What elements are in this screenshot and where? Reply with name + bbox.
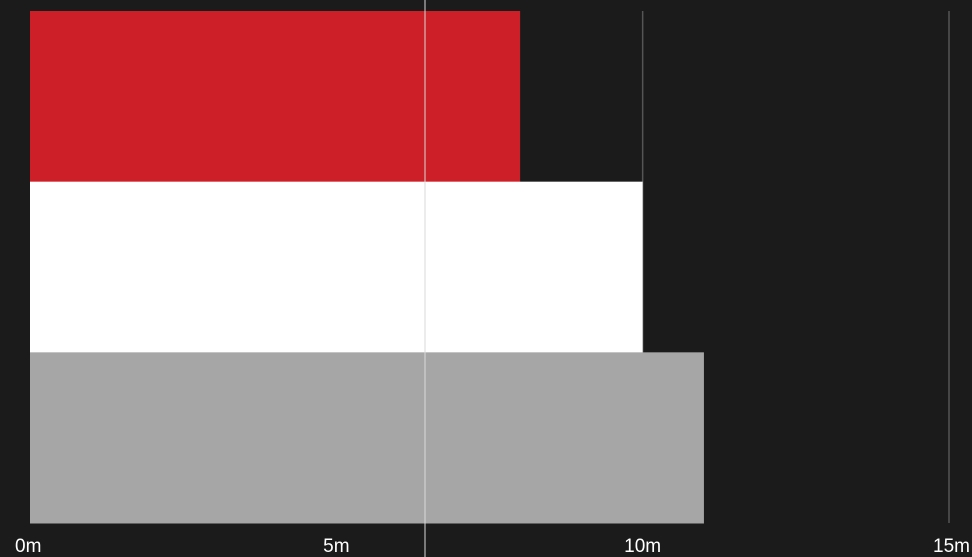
bars	[30, 11, 704, 524]
x-tick-label: 10m	[624, 536, 661, 557]
bar-1	[30, 11, 521, 183]
x-axis-tick-labels: 0m 5m 10m 15m	[15, 536, 970, 557]
bar-2	[30, 181, 643, 353]
x-tick-label: 5m	[323, 536, 349, 557]
bar-3	[30, 352, 704, 524]
x-tick-label: 0m	[15, 536, 41, 557]
x-tick-label: 15m	[933, 536, 970, 557]
